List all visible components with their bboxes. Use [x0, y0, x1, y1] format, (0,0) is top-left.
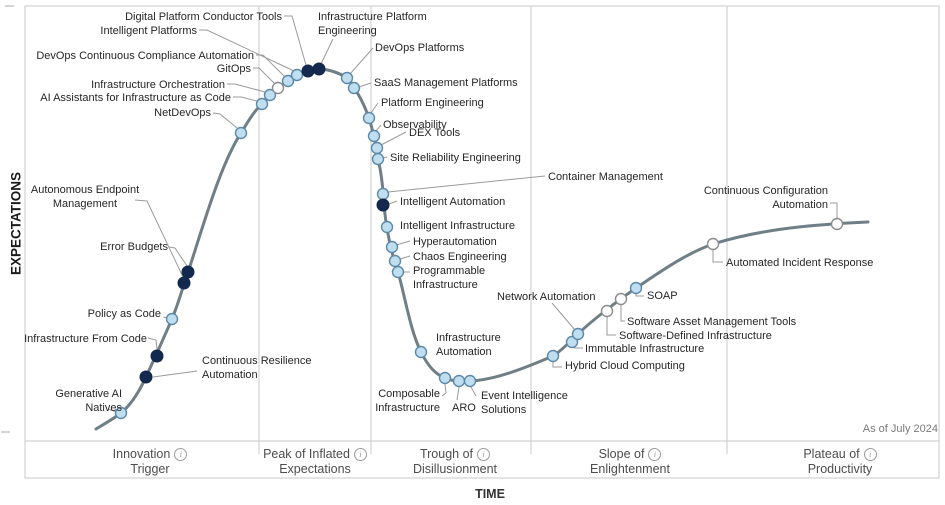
tech-connector [358, 82, 372, 88]
tech-connector [712, 250, 723, 263]
tech-connector [551, 302, 576, 331]
tech-connector [168, 246, 188, 267]
tech-dot[interactable] [255, 97, 269, 111]
tech-dot[interactable] [614, 292, 628, 306]
tech-dot[interactable] [347, 81, 361, 95]
info-icon[interactable]: i [648, 448, 662, 461]
phase-name-line2: Disillusionment [412, 462, 498, 476]
tech-dot[interactable] [312, 62, 326, 76]
tech-dot[interactable] [706, 237, 720, 251]
tech-connector [152, 370, 198, 378]
info-icon[interactable]: i [477, 448, 491, 461]
tech-dot[interactable] [177, 276, 191, 290]
tech-dot[interactable] [463, 374, 477, 388]
phase-name: Peak of Inflated [263, 447, 350, 461]
dot-layer [114, 62, 844, 420]
tech-dot[interactable] [340, 71, 354, 85]
tech-connector [320, 38, 334, 65]
tech-dot[interactable] [376, 198, 390, 212]
y-axis-label: EXPECTATIONS [8, 172, 24, 276]
phase-slope-of-enlightenment: Slope of i Enlightenment [550, 447, 710, 477]
tech-dot[interactable] [391, 265, 405, 279]
tech-connector [380, 131, 407, 146]
tech-connector [233, 96, 258, 102]
tech-dot[interactable] [290, 68, 304, 82]
tech-connector [212, 112, 238, 129]
tech-connector [470, 386, 477, 397]
tech-dot[interactable] [571, 327, 585, 341]
tech-connector [399, 255, 411, 260]
tech-connector [253, 67, 276, 85]
plot-border [24, 5, 940, 479]
tech-dot[interactable] [385, 240, 399, 254]
tech-connector [147, 337, 158, 351]
phase-name-line2: Productivity [807, 462, 873, 476]
phase-name: Plateau of [803, 447, 860, 461]
tech-dot[interactable] [114, 406, 128, 420]
tech-connector [349, 47, 374, 75]
tech-connector [635, 294, 644, 297]
hype-curve [94, 67, 870, 431]
phase-innovation-trigger: Innovation i Trigger [70, 447, 230, 477]
tech-dot[interactable] [380, 220, 394, 234]
tech-dot[interactable] [234, 126, 248, 140]
tech-dot[interactable] [271, 81, 285, 95]
phase-name: Slope of [598, 447, 645, 461]
phase-plateau-of-productivity: Plateau of i Productivity [760, 447, 920, 477]
info-icon[interactable]: i [353, 448, 367, 461]
tech-dot[interactable] [600, 304, 614, 318]
tech-connector [395, 240, 411, 246]
tech-dot[interactable] [546, 349, 560, 363]
tech-dot[interactable] [452, 374, 466, 388]
info-icon[interactable]: i [863, 448, 877, 461]
tech-dot[interactable] [362, 111, 376, 125]
tech-dot[interactable] [830, 217, 844, 231]
tech-dot[interactable] [301, 64, 315, 78]
tech-dot[interactable] [181, 265, 195, 279]
tech-dot[interactable] [281, 74, 295, 88]
tech-dot[interactable] [414, 345, 428, 359]
connector-layer [107, 15, 838, 413]
tech-connector [199, 29, 295, 72]
tech-dot[interactable] [438, 371, 452, 385]
info-icon[interactable]: i [174, 448, 188, 461]
tech-connector [227, 83, 266, 93]
tech-connector [830, 202, 838, 218]
phase-name-line2: Enlightenment [590, 462, 670, 476]
tech-dot[interactable] [376, 187, 390, 201]
tech-connector [552, 362, 562, 368]
tech-connector [456, 386, 460, 401]
phase-name: Trough of [419, 447, 474, 461]
phase-name-line2: Trigger [130, 462, 170, 476]
grid-layer [1, 5, 940, 479]
tech-connector [388, 200, 398, 205]
tech-connector [441, 383, 447, 397]
tech-dot[interactable] [263, 88, 277, 102]
phase-trough-of-disillusionment: Trough of i Disillusionment [375, 447, 535, 477]
tech-dot[interactable] [165, 312, 179, 326]
tech-connector [606, 317, 616, 336]
tech-dot[interactable] [388, 254, 402, 268]
phase-name-line2: Expectations [279, 462, 351, 476]
as-of-date: As of July 2024 [862, 423, 938, 435]
x-axis-label: TIME [475, 487, 505, 501]
tech-connector [370, 102, 379, 114]
tech-dot[interactable] [371, 152, 385, 166]
tech-connector [134, 199, 184, 278]
tech-dot[interactable] [150, 349, 164, 363]
tech-dot[interactable] [370, 141, 384, 155]
tech-connector [375, 124, 382, 132]
tech-dot[interactable] [629, 281, 643, 295]
tech-connector [387, 175, 546, 193]
phase-name: Innovation [112, 447, 171, 461]
tech-dot[interactable] [139, 370, 153, 384]
tech-dot[interactable] [367, 129, 381, 143]
tech-connector [256, 54, 286, 78]
phase-peak-of-inflated-expectations: Peak of Inflated i Expectations [235, 447, 395, 477]
tech-connector [620, 305, 625, 322]
tech-connector [284, 15, 307, 66]
